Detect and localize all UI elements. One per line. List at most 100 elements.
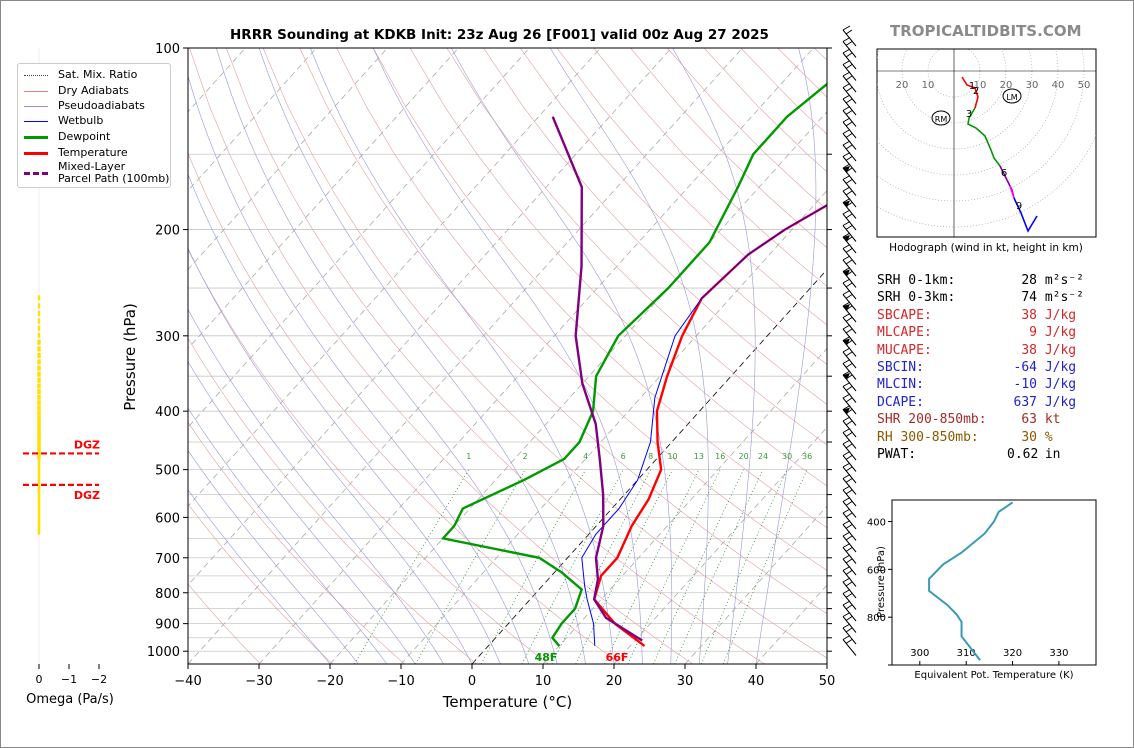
- wind-barb: [842, 635, 857, 656]
- stat-unit: in: [1037, 446, 1061, 462]
- stat-row: MLCAPE: 9 J/kg: [877, 324, 1084, 341]
- mixing-ratio-label: 1: [466, 452, 471, 461]
- stat-label: MLCAPE:: [877, 325, 932, 341]
- dry-adiabat: [188, 248, 549, 664]
- theta-e-x-axis-label: Equivalent Pot. Temperature (K): [914, 670, 1073, 681]
- hodograph-height-label: 3: [966, 109, 972, 120]
- omega-bar: [37, 303, 41, 309]
- hodograph-height-label: 9: [1016, 201, 1022, 212]
- surface-temp-label: 66F: [606, 651, 629, 664]
- theta-e-y-axis-label: Pressure (hPa): [876, 546, 887, 618]
- y-axis-label: Pressure (hPa): [121, 303, 139, 411]
- x-tick-label: −30: [245, 674, 272, 689]
- mixing-ratio-label: 2: [523, 452, 528, 461]
- omega-tick-label: 0: [36, 673, 43, 686]
- mixing-ratio-label: 13: [694, 452, 704, 461]
- stat-row: MUCAPE: 38 J/kg: [877, 342, 1084, 359]
- x-tick-label: −20: [316, 674, 343, 689]
- isotherm-line: [471, 268, 827, 664]
- x-tick-label: −40: [174, 674, 201, 689]
- pseudoadiabat: [672, 48, 756, 664]
- dry-adiabat: [299, 48, 827, 615]
- mixing-ratio-label: 24: [758, 452, 768, 461]
- pseudoadiabat: [188, 449, 359, 664]
- mixing-ratio-label: 16: [715, 452, 725, 461]
- stat-value: 74: [1021, 290, 1037, 306]
- dgz-bottom-label: DGZ: [74, 489, 100, 502]
- profile-wetbulb: [581, 204, 827, 646]
- mixing-ratio-line: [480, 469, 587, 664]
- surface-dewpoint-label: 48F: [535, 651, 558, 664]
- x-tick-label: 0: [468, 674, 476, 689]
- omega-bar: [37, 519, 41, 525]
- y-tick-label: 1000: [147, 645, 180, 660]
- theta-e-y-tick-label: 800: [867, 613, 886, 624]
- isotherm-line: [188, 48, 672, 586]
- omega-bar: [37, 490, 41, 496]
- hodograph-rm-label: RM: [935, 115, 948, 124]
- omega-bar: [37, 420, 41, 426]
- stat-row: DCAPE: 637 J/kg: [877, 394, 1084, 411]
- dry-adiabat: [188, 583, 261, 664]
- mixing-ratio-line: [604, 469, 700, 664]
- mixing-ratio-line: [551, 469, 652, 664]
- hodograph-lm-label: LM: [1006, 93, 1017, 102]
- omega-bar: [37, 522, 41, 528]
- dry-adiabat: [262, 48, 827, 659]
- hodograph-frame: [876, 48, 1097, 238]
- profile-dewpoint: [440, 82, 827, 647]
- omega-bar: [37, 359, 41, 365]
- omega-bar: [37, 505, 41, 511]
- parameters-table: SRH 0-1km: 28 m²s⁻² SRH 0-3km: 74 m²s⁻² SBCA…: [877, 272, 1084, 463]
- chart-title: HRRR Sounding at KDKB Init: 23z Aug 26 […: [230, 27, 769, 43]
- pseudoadiabat: [188, 361, 416, 664]
- stat-label: SBCIN:: [877, 359, 924, 375]
- pseudoadiabat: [188, 75, 530, 664]
- x-tick-label: 50: [819, 674, 836, 689]
- omega-axis-label: Omega (Pa/s): [26, 692, 114, 707]
- omega-bar: [37, 458, 41, 464]
- stat-value: 9: [1029, 325, 1037, 341]
- brand-label[interactable]: TROPICALTIDBITS.COM: [890, 22, 1082, 40]
- stat-unit: J/kg: [1037, 377, 1077, 393]
- hodograph-height-label: 1: [969, 81, 975, 92]
- hodograph-trace: [961, 76, 979, 109]
- hodograph-trace: [1009, 185, 1015, 199]
- y-tick-label: 800: [155, 587, 180, 602]
- main-plot-frame: [187, 47, 828, 665]
- mixing-ratio-label: 10: [667, 452, 677, 461]
- stat-value: 30: [1021, 429, 1037, 445]
- omega-bar: [37, 444, 41, 450]
- mixing-ratio-line: [354, 469, 470, 664]
- x-tick-label: −10: [387, 674, 414, 689]
- theta-e-y-tick-label: 400: [867, 518, 886, 529]
- stat-value: 637: [1013, 394, 1037, 410]
- omega-bar: [37, 482, 41, 488]
- mixing-ratio-label: 4: [583, 452, 588, 461]
- pseudoadiabat: [188, 407, 388, 664]
- x-tick-label: 40: [748, 674, 765, 689]
- stat-label: SRH 0-1km:: [877, 273, 956, 288]
- omega-bar: [37, 295, 41, 301]
- stat-label: PWAT:: [877, 446, 917, 462]
- mixing-ratio-label: 30: [782, 452, 792, 461]
- pseudoadiabat: [549, 48, 709, 664]
- omega-bar: [37, 394, 41, 400]
- stat-row: SBCAPE: 38 J/kg: [877, 307, 1084, 324]
- isotherm-line: [188, 48, 743, 664]
- omega-bar: [37, 371, 41, 377]
- omega-bar: [37, 453, 41, 459]
- omega-bar: [37, 352, 41, 358]
- theta-e-x-tick-label: 320: [1003, 648, 1022, 659]
- dry-adiabat: [373, 48, 827, 529]
- wind-barb: [842, 301, 857, 323]
- isotherm-line: [258, 48, 814, 664]
- mixing-ratio-label: 20: [738, 452, 748, 461]
- omega-bar: [37, 365, 41, 371]
- stat-label: SHR 200-850mb:: [877, 412, 987, 428]
- omega-bar: [37, 435, 41, 441]
- omega-bar: [37, 462, 41, 468]
- mixing-ratio-line: [722, 469, 808, 664]
- dry-adiabat: [446, 48, 827, 446]
- hodograph-ring-label: 50: [1078, 80, 1091, 91]
